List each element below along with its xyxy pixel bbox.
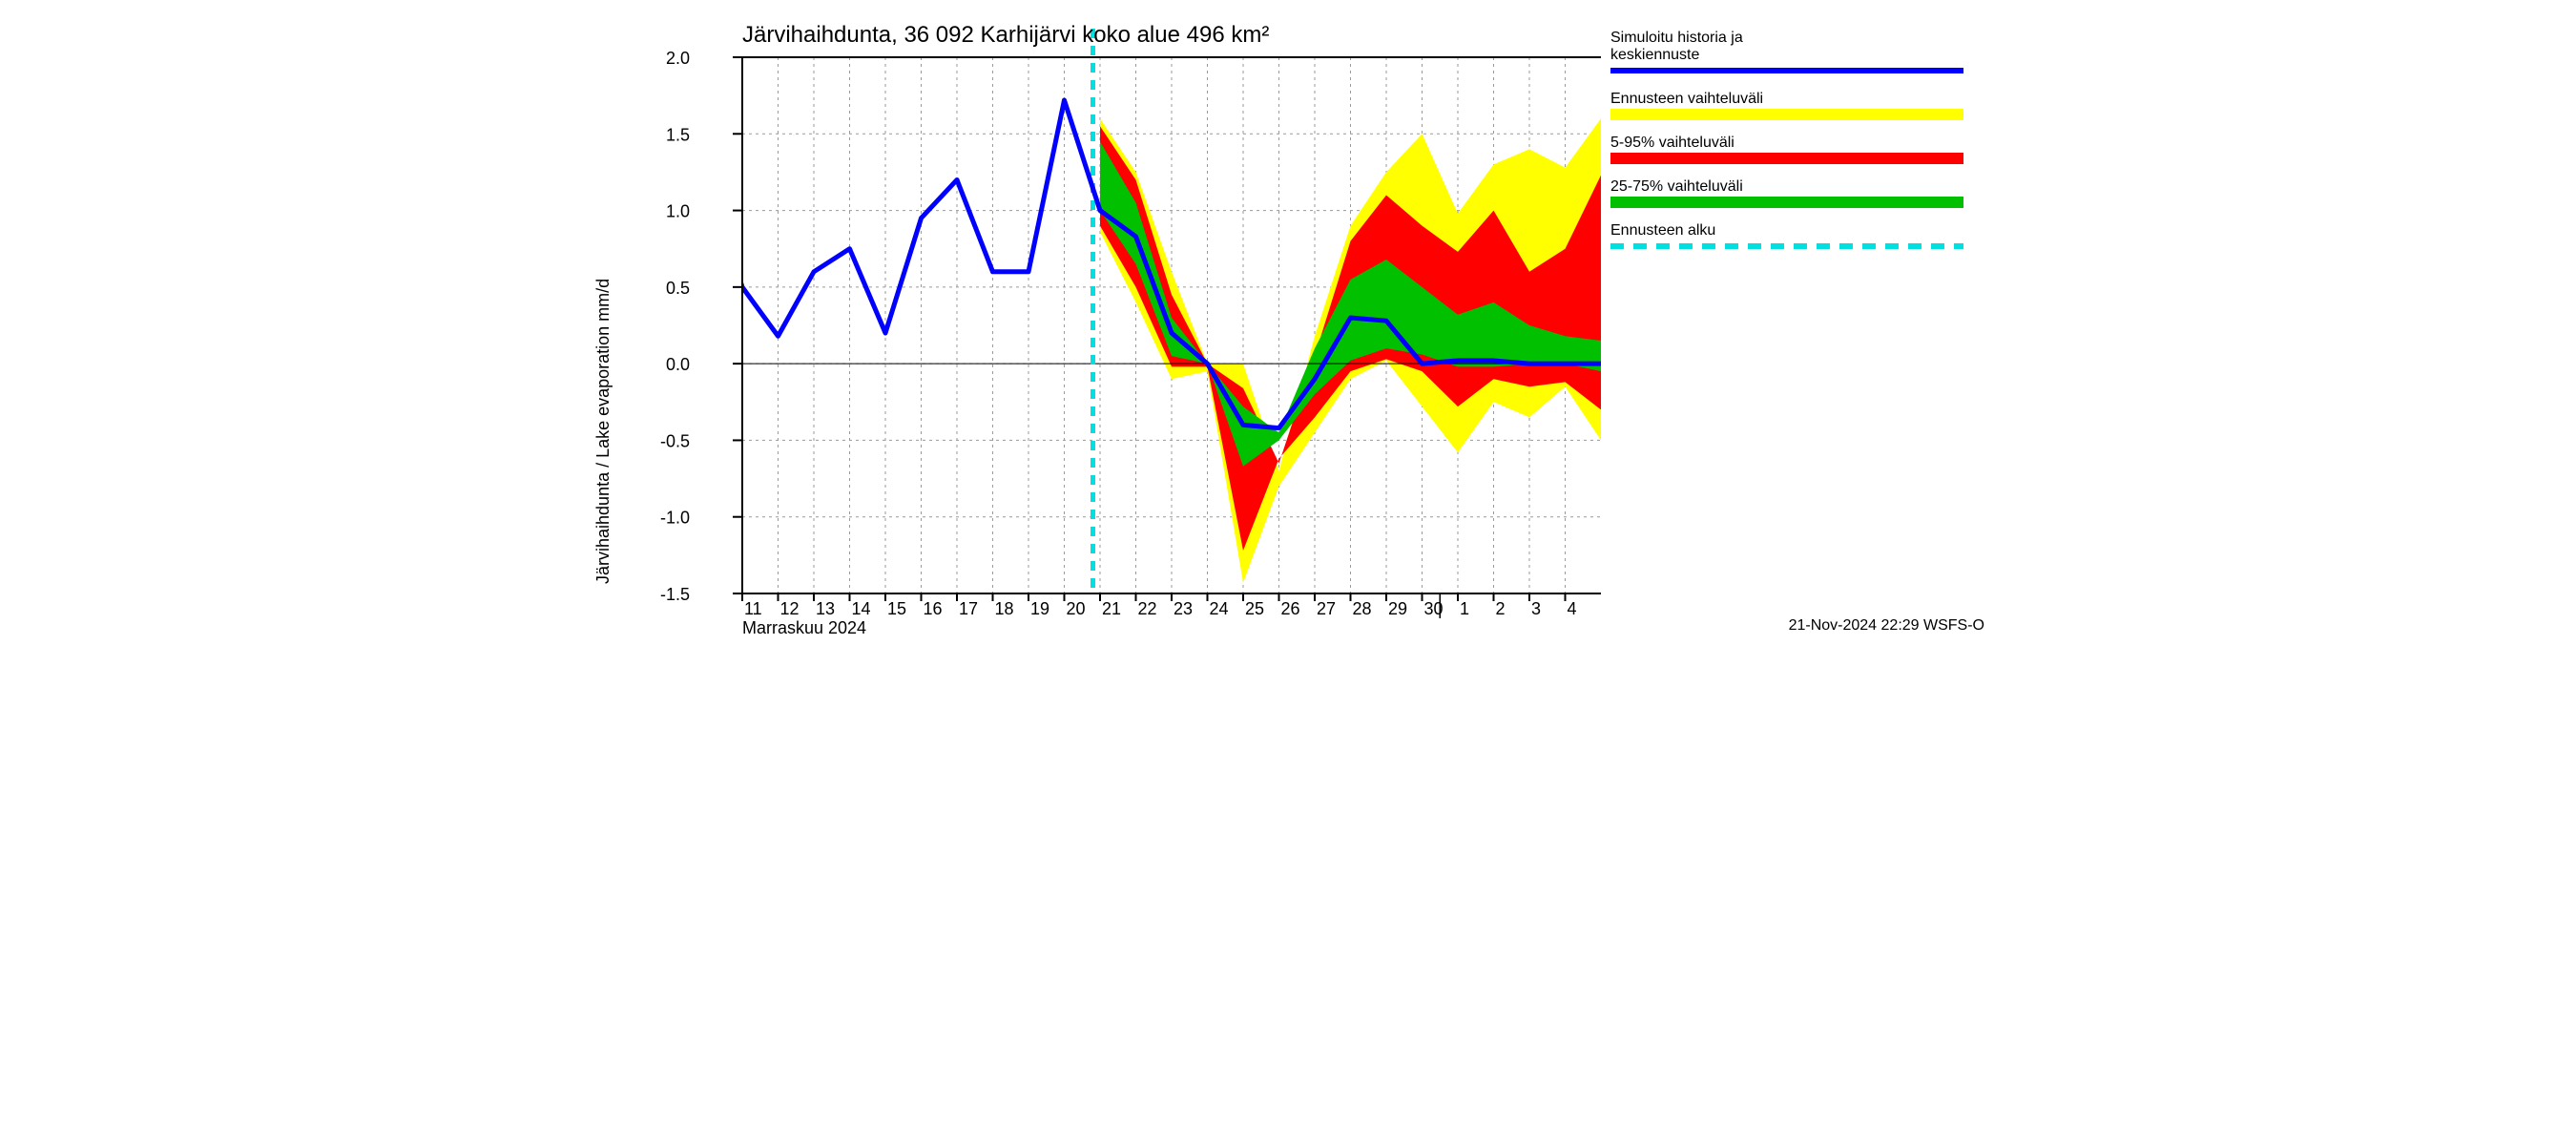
xtick-label: 19	[1030, 599, 1049, 618]
ytick-label: -1.5	[660, 585, 690, 604]
legend-label: Ennusteen vaihteluväli	[1610, 91, 1763, 107]
xtick-label: 3	[1531, 599, 1541, 618]
xtick-label: 4	[1568, 599, 1577, 618]
xtick-label: 24	[1210, 599, 1229, 618]
y-axis-label: Järvihaihdunta / Lake evaporation mm/d	[593, 279, 613, 584]
legend-label: 5-95% vaihteluväli	[1610, 135, 1735, 151]
xtick-label: 17	[959, 599, 978, 618]
chart-footer: 21-Nov-2024 22:29 WSFS-O	[1789, 617, 1984, 634]
xtick-label: 12	[780, 599, 800, 618]
xtick-label: 11	[744, 599, 762, 618]
xtick-label: 15	[887, 599, 906, 618]
legend-swatch	[1610, 197, 1963, 208]
xtick-label: 27	[1317, 599, 1336, 618]
xtick-label: 21	[1102, 599, 1121, 618]
chart-svg: -1.5-1.0-0.50.00.51.01.52.01112131415161…	[572, 0, 2004, 636]
ytick-label: 1.5	[666, 125, 690, 144]
legend-swatch	[1610, 153, 1963, 164]
xtick-label: 29	[1388, 599, 1407, 618]
chart-title: Järvihaihdunta, 36 092 Karhijärvi koko a…	[742, 22, 1269, 48]
legend-label: 25-75% vaihteluväli	[1610, 178, 1743, 195]
xtick-label: 14	[852, 599, 871, 618]
ytick-label: 2.0	[666, 49, 690, 68]
ytick-label: -0.5	[660, 431, 690, 450]
legend-label: Ennusteen alku	[1610, 222, 1715, 239]
legend-swatch	[1610, 109, 1963, 120]
xtick-label: 16	[924, 599, 943, 618]
xtick-label: 2	[1496, 599, 1506, 618]
ytick-label: 0.5	[666, 279, 690, 298]
xtick-label: 28	[1353, 599, 1372, 618]
ytick-label: 0.0	[666, 355, 690, 374]
xtick-label: 26	[1281, 599, 1300, 618]
month-label-fi: Marraskuu 2024	[742, 618, 866, 636]
ytick-label: -1.0	[660, 509, 690, 528]
ytick-label: 1.0	[666, 202, 690, 221]
xtick-label: 13	[816, 599, 835, 618]
legend-label: keskiennuste	[1610, 47, 1699, 63]
xtick-label: 1	[1460, 599, 1469, 618]
chart-container: -1.5-1.0-0.50.00.51.01.52.01112131415161…	[572, 0, 2004, 636]
xtick-label: 23	[1174, 599, 1193, 618]
legend-label: Simuloitu historia ja	[1610, 30, 1743, 46]
xtick-label: 22	[1138, 599, 1157, 618]
xtick-label: 18	[995, 599, 1014, 618]
xtick-label: 25	[1245, 599, 1264, 618]
xtick-label: 20	[1067, 599, 1086, 618]
